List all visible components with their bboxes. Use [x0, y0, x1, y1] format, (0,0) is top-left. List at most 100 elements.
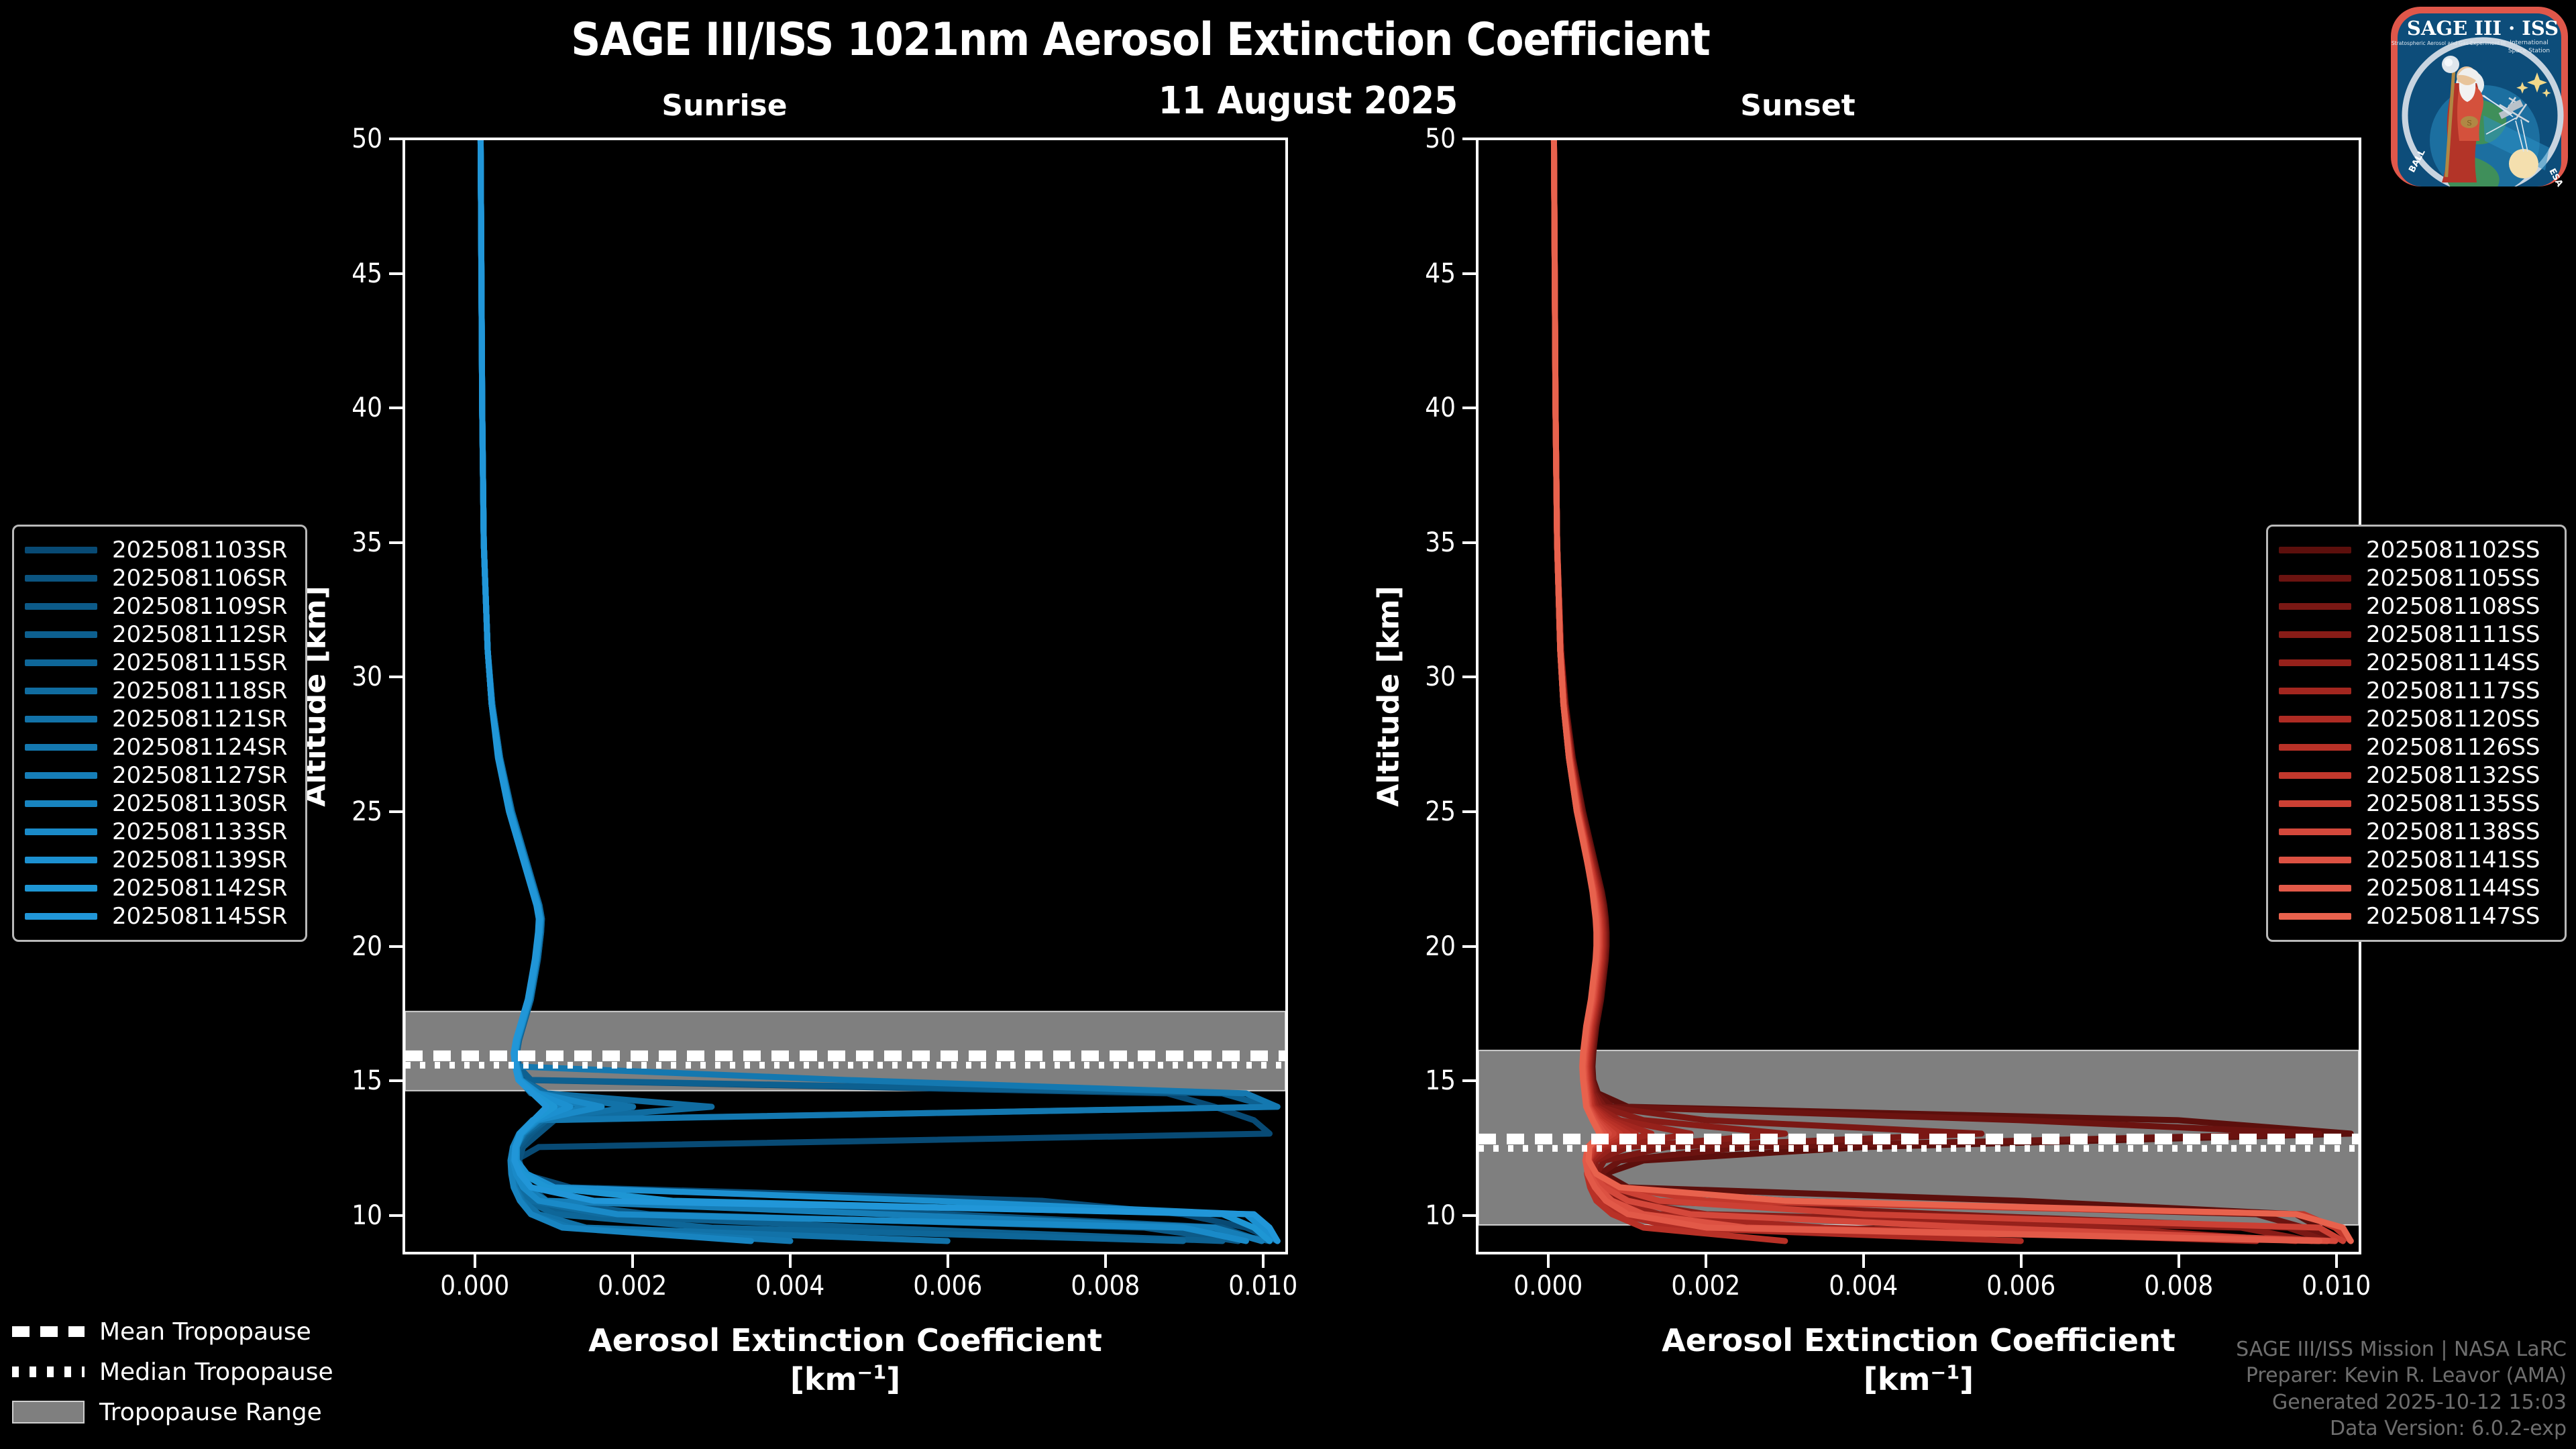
legend-color-swatch-icon — [25, 603, 97, 610]
legend-item-sunrise-row[interactable]: 2025081142SR — [25, 874, 294, 902]
ytick-mark-sunrise-45 — [389, 272, 402, 275]
legend-item-sunrise-row[interactable]: 2025081130SR — [25, 790, 294, 818]
legend-item-sunset-label: 2025081111SS — [2366, 621, 2540, 648]
legend-item-sunset-label: 2025081138SS — [2366, 818, 2540, 845]
legend-item-sunset-row[interactable]: 2025081102SS — [2279, 536, 2554, 564]
ytick-label-sunrise-10: 10 — [352, 1199, 382, 1231]
dashed-line-icon — [12, 1326, 85, 1337]
legend-color-swatch-icon — [2279, 828, 2351, 835]
legend-item-sunset-row[interactable]: 2025081105SS — [2279, 564, 2554, 592]
ytick-label-sunrise-25: 25 — [352, 796, 382, 828]
plot-panel-sunrise — [402, 138, 1288, 1254]
legend-label-mean-tropopause: Mean Tropopause — [99, 1318, 311, 1346]
legend-item-sunset-row[interactable]: 2025081138SS — [2279, 818, 2554, 846]
legend-item-sunset-label: 2025081132SS — [2366, 762, 2540, 789]
legend-item-sunrise-row[interactable]: 2025081115SR — [25, 649, 294, 677]
patch-subtitle-right-2: Space Station — [2508, 48, 2550, 54]
legend-item-sunset-label: 2025081144SS — [2366, 875, 2540, 902]
sage-iii-iss-mission-patch-icon: S SAGE III · ISS Stratospheric Aerosol a… — [2391, 7, 2568, 189]
legend-item-sunrise-row[interactable]: 2025081139SR — [25, 846, 294, 874]
legend-row-mean-tropopause: Mean Tropopause — [12, 1311, 327, 1352]
ytick-label-sunset-20: 20 — [1425, 930, 1456, 962]
patch-subtitle-left: Stratospheric Aerosol and Gas Experiment… — [2392, 40, 2506, 46]
xtick-label-sunrise-0.000: 0.000 — [440, 1271, 510, 1301]
series-line-2025081147SS — [1550, 140, 2354, 1244]
legend-item-sunrise-row[interactable]: 2025081118SR — [25, 677, 294, 705]
sunset-series-canvas — [1479, 140, 2359, 1244]
legend-color-swatch-icon — [2279, 800, 2351, 807]
ytick-label-sunrise-50: 50 — [352, 123, 382, 154]
legend-item-sunset-row[interactable]: 2025081108SS — [2279, 592, 2554, 621]
legend-item-sunset-row[interactable]: 2025081144SS — [2279, 874, 2554, 902]
legend-item-sunset-row[interactable]: 2025081132SS — [2279, 761, 2554, 790]
legend-item-sunset-label: 2025081114SS — [2366, 649, 2540, 676]
legend-color-swatch-icon — [25, 631, 97, 638]
ytick-mark-sunrise-25 — [389, 810, 402, 814]
xtick-label-sunrise-0.006: 0.006 — [913, 1271, 983, 1301]
legend-item-sunrise-row[interactable]: 2025081121SR — [25, 705, 294, 733]
ytick-label-sunset-30: 30 — [1425, 661, 1456, 693]
legend-color-swatch-icon — [25, 575, 97, 582]
x-axis-title-line1-sunset: Aerosol Extinction Coefficient — [1662, 1322, 2176, 1358]
legend-item-sunrise-label: 2025081106SR — [112, 565, 288, 592]
ytick-label-sunset-50: 50 — [1425, 123, 1456, 154]
legend-color-swatch-icon — [25, 828, 97, 835]
plot-area-sunrise — [405, 140, 1285, 1252]
legend-color-swatch-icon — [25, 857, 97, 863]
legend-color-swatch-icon — [25, 772, 97, 779]
legend-item-sunrise-label: 2025081139SR — [112, 847, 288, 873]
legend-item-sunset-row[interactable]: 2025081120SS — [2279, 705, 2554, 733]
legend-item-sunrise-row[interactable]: 2025081106SR — [25, 564, 294, 592]
plot-panel-sunset — [1476, 138, 2361, 1254]
ytick-mark-sunrise-50 — [389, 138, 402, 140]
legend-item-sunrise-label: 2025081142SR — [112, 875, 288, 902]
xtick-label-sunset-0.010: 0.010 — [2302, 1271, 2371, 1301]
legend-item-sunrise-row[interactable]: 2025081133SR — [25, 818, 294, 846]
legend-item-sunset-row[interactable]: 2025081114SS — [2279, 649, 2554, 677]
xtick-label-sunset-0.006: 0.006 — [1986, 1271, 2056, 1301]
ytick-label-sunset-45: 45 — [1425, 258, 1456, 289]
legend-item-sunset-row[interactable]: 2025081126SS — [2279, 733, 2554, 761]
legend-item-sunrise-row[interactable]: 2025081145SR — [25, 902, 294, 930]
legend-label-tropopause-range: Tropopause Range — [99, 1398, 322, 1426]
ytick-label-sunrise-35: 35 — [352, 527, 382, 558]
ytick-mark-sunset-45 — [1462, 272, 1476, 275]
ytick-label-sunrise-40: 40 — [352, 392, 382, 424]
sunset-panel-label: Sunset — [1740, 89, 1856, 123]
legend-color-swatch-icon — [25, 800, 97, 807]
legend-item-sunset-row[interactable]: 2025081135SS — [2279, 790, 2554, 818]
xtick-label-sunrise-0.008: 0.008 — [1071, 1271, 1140, 1301]
legend-item-sunset-row[interactable]: 2025081147SS — [2279, 902, 2554, 930]
ytick-mark-sunrise-35 — [389, 541, 402, 544]
legend-item-sunrise-label: 2025081130SR — [112, 790, 288, 817]
ytick-label-sunset-25: 25 — [1425, 796, 1456, 828]
legend-color-swatch-icon — [25, 688, 97, 694]
legend-item-sunset-row[interactable]: 2025081141SS — [2279, 846, 2554, 874]
legend-item-sunrise-row[interactable]: 2025081127SR — [25, 761, 294, 790]
legend-color-swatch-icon — [2279, 659, 2351, 666]
legend-color-swatch-icon — [2279, 885, 2351, 892]
legend-item-sunrise-row[interactable]: 2025081124SR — [25, 733, 294, 761]
legend-item-sunrise-label: 2025081121SR — [112, 706, 288, 733]
legend-color-swatch-icon — [25, 913, 97, 920]
legend-item-sunrise-row[interactable]: 2025081112SR — [25, 621, 294, 649]
legend-color-swatch-icon — [25, 744, 97, 751]
legend-color-swatch-icon — [2279, 575, 2351, 582]
ytick-mark-sunset-30 — [1462, 676, 1476, 679]
legend-item-sunrise-row[interactable]: 2025081103SR — [25, 536, 294, 564]
chart-date-subtitle: 11 August 2025 — [1158, 79, 1458, 123]
xtick-mark-sunset-4 — [2177, 1254, 2180, 1268]
xtick-label-sunrise-0.002: 0.002 — [598, 1271, 667, 1301]
legend-item-sunset-label: 2025081147SS — [2366, 903, 2540, 930]
legend-item-sunset-row[interactable]: 2025081111SS — [2279, 621, 2554, 649]
series-line-2025081145SR — [477, 140, 1281, 1244]
legend-item-sunset-row[interactable]: 2025081117SS — [2279, 677, 2554, 705]
legend-item-sunset-label: 2025081135SS — [2366, 790, 2540, 817]
footer-line-data-version: Data Version: 6.0.2-exp — [2329, 1417, 2567, 1441]
legend-item-sunrise-row[interactable]: 2025081109SR — [25, 592, 294, 621]
ytick-label-sunset-35: 35 — [1425, 527, 1456, 558]
legend-color-swatch-icon — [2279, 716, 2351, 722]
legend-item-sunset-label: 2025081108SS — [2366, 593, 2540, 620]
ytick-mark-sunset-10 — [1462, 1214, 1476, 1217]
footer-line-preparer: Preparer: Kevin R. Leavor (AMA) — [2245, 1364, 2567, 1388]
